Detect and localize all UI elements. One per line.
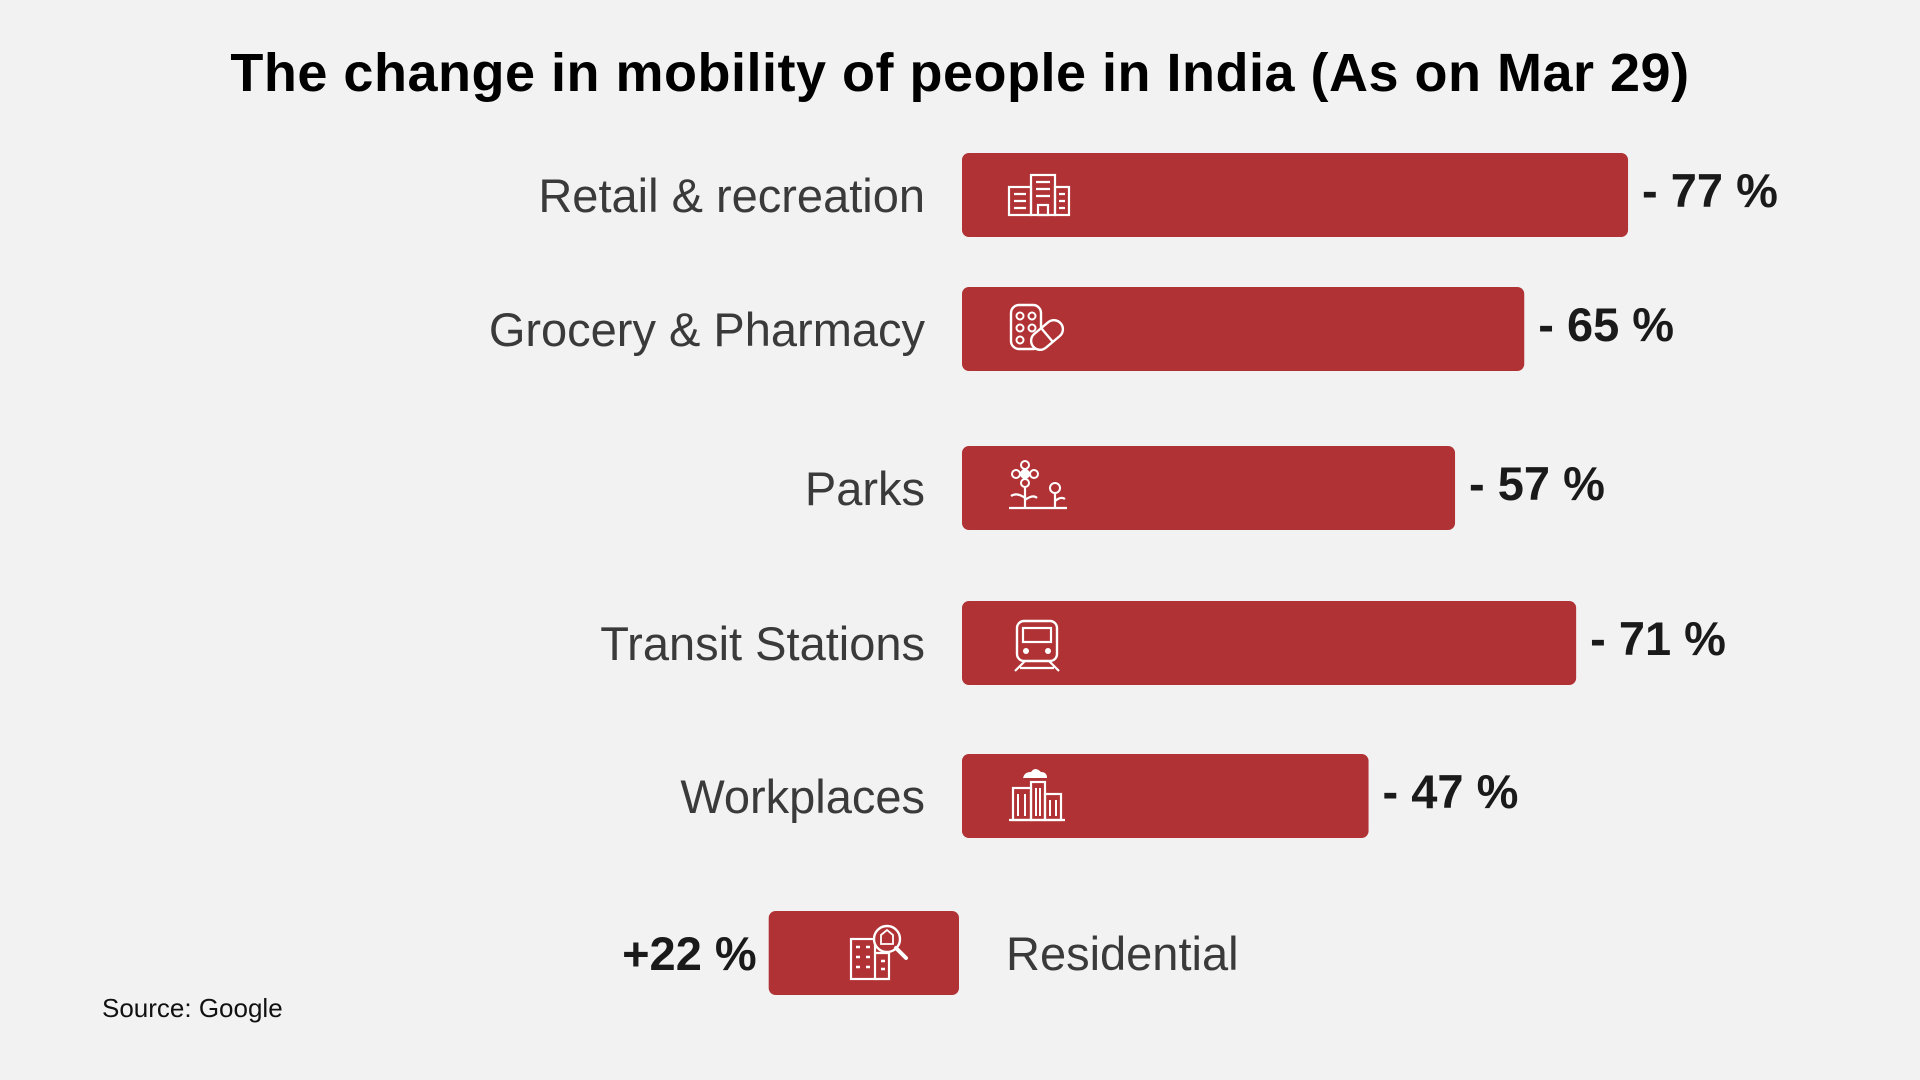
building-icon (1007, 173, 1071, 217)
bar-group-transit-stations: Transit Stations - 71 % (600, 601, 1726, 685)
value-label-parks: - 57 % (1469, 457, 1605, 510)
category-label-grocery-pharmacy: Grocery & Pharmacy (489, 303, 926, 356)
category-label-parks: Parks (805, 462, 925, 515)
bar-group-parks: Parks - 57 % (805, 446, 1605, 530)
bar-group-workplaces: Workplaces - 47 % (680, 754, 1518, 838)
category-label-residential: Residential (1006, 927, 1239, 980)
bar-group-retail-recreation: Retail & recreation - 77 % (538, 153, 1778, 237)
source-note: Source: Google (102, 993, 283, 1023)
bar-residential (768, 911, 959, 995)
train-icon (1014, 619, 1060, 672)
value-label-residential: +22 % (622, 927, 757, 980)
residential-building-search-icon (849, 924, 908, 981)
bar-workplaces (962, 754, 1369, 838)
bar-transit-stations (962, 601, 1577, 685)
pills-icon (1009, 303, 1065, 351)
chart-title: The change in mobility of people in Indi… (230, 43, 1690, 103)
bar-grocery-pharmacy (962, 287, 1525, 371)
category-label-retail-recreation: Retail & recreation (538, 169, 925, 222)
value-label-workplaces: - 47 % (1383, 765, 1519, 818)
bar-group-residential: Residential +22 % (622, 911, 1239, 995)
flowers-icon (1009, 460, 1067, 510)
value-label-retail-recreation: - 77 % (1642, 164, 1778, 217)
bar-parks (962, 446, 1456, 530)
value-label-grocery-pharmacy: - 65 % (1538, 298, 1674, 351)
bar-group-grocery-pharmacy: Grocery & Pharmacy - 65 % (489, 287, 1674, 371)
bar-retail-recreation (962, 153, 1629, 237)
category-label-workplaces: Workplaces (680, 770, 925, 823)
value-label-transit-stations: - 71 % (1590, 612, 1726, 665)
category-label-transit-stations: Transit Stations (600, 617, 925, 670)
office-towers-icon (1009, 769, 1065, 822)
